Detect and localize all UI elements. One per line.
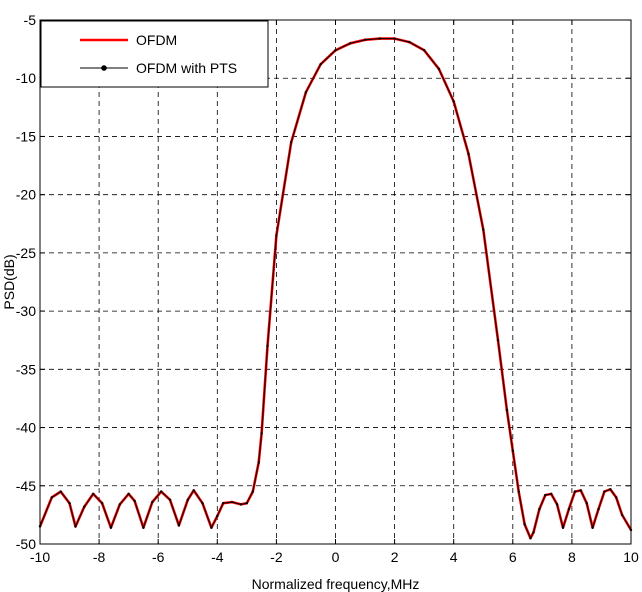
series-point-ofdm-pts — [597, 507, 600, 511]
series-point-ofdm-pts — [251, 490, 254, 493]
series-point-ofdm-pts — [517, 490, 520, 493]
series-point-ofdm-pts — [555, 503, 559, 506]
series-point-ofdm-pts — [620, 513, 624, 517]
y-tick-label: -45 — [16, 478, 36, 494]
series-point-ofdm-pts — [423, 49, 426, 52]
series-point-ofdm-pts — [74, 525, 77, 528]
series-point-ofdm-pts — [378, 37, 381, 40]
series-point-ofdm-pts — [452, 100, 455, 103]
series-point-ofdm-pts — [186, 498, 189, 501]
series-point-ofdm-pts — [133, 499, 136, 503]
x-tick-label: 4 — [450, 549, 458, 565]
series-point-ofdm-pts — [523, 523, 526, 526]
x-tick-label: -6 — [152, 549, 165, 565]
series-point-ofdm-pts — [151, 500, 154, 504]
x-tick-label: 2 — [391, 549, 399, 565]
y-tick-label: -20 — [16, 187, 36, 203]
series-point-ofdm-pts — [100, 502, 104, 505]
series-point-ofdm-pts — [59, 490, 62, 493]
series-line-ofdm-pts — [39, 38, 632, 539]
x-tick-label: -8 — [93, 549, 106, 565]
series-point-ofdm-pts — [467, 152, 470, 156]
series-point-ofdm-pts — [160, 490, 163, 493]
series-point-ofdm-pts — [92, 492, 95, 496]
y-tick-label: -5 — [24, 12, 37, 28]
series-point-ofdm-pts — [585, 502, 588, 505]
series-point-ofdm-pts — [290, 141, 293, 144]
series-point-ofdm-pts — [266, 344, 269, 348]
x-tick-label: 0 — [332, 549, 340, 565]
series-point-ofdm-pts — [245, 502, 248, 505]
series-point-ofdm-pts — [393, 37, 396, 40]
series-point-ofdm-pts — [319, 62, 322, 66]
x-tick-label: -2 — [270, 549, 283, 565]
series-point-ofdm-pts — [615, 496, 618, 499]
y-tick-label: -50 — [16, 536, 36, 552]
series-point-ofdm-pts — [544, 493, 547, 497]
tick-layer: -10 -8 -6 -4 -2 0 2 4 6 8 10-5-10-15-20-25-30-35-4… — [16, 12, 639, 565]
y-tick-label: -35 — [16, 361, 36, 377]
series-point-ofdm-pts — [591, 526, 594, 529]
series-point-ofdm-pts — [118, 503, 122, 506]
series-point-ofdm-pts — [222, 502, 225, 505]
series-point-ofdm-pts — [275, 234, 278, 237]
series-point-ofdm-pts — [83, 505, 86, 508]
x-tick-label: 8 — [568, 549, 576, 565]
x-tick-label: 6 — [509, 549, 517, 565]
series-point-ofdm-pts — [109, 526, 113, 529]
series-point-ofdm-pts — [239, 503, 243, 506]
y-axis-label: PSD(dB) — [1, 254, 17, 309]
series-point-ofdm-pts — [349, 42, 352, 45]
series-point-ofdm-pts — [579, 489, 582, 492]
series-point-ofdm-pts — [532, 531, 535, 534]
legend-label-ofdm: OFDM — [136, 32, 177, 48]
series-point-ofdm-pts — [561, 526, 565, 529]
series-point-ofdm-pts — [142, 526, 145, 529]
series-point-ofdm-pts — [334, 49, 337, 52]
series-point-ofdm-pts — [201, 502, 204, 505]
series-point-ofdm-pts — [192, 489, 195, 492]
y-tick-label: -15 — [16, 128, 36, 144]
x-tick-label: -10 — [30, 549, 50, 565]
legend: OFDM OFDM with PTS — [40, 20, 269, 88]
series-point-ofdm-pts — [505, 408, 509, 412]
series-point-ofdm-pts — [230, 500, 234, 504]
series-point-ofdm-pts — [304, 91, 308, 94]
series-point-ofdm-pts — [216, 514, 219, 518]
series-point-ofdm-pts — [50, 496, 53, 499]
series-point-ofdm-pts — [210, 526, 213, 529]
legend-box — [40, 20, 269, 88]
legend-label-ofdm-pts: OFDM with PTS — [136, 60, 237, 76]
series-point-ofdm-pts — [550, 492, 553, 496]
series-point-ofdm-pts — [257, 461, 260, 464]
series-point-ofdm-pts — [68, 502, 71, 505]
series-point-ofdm-pts — [127, 492, 130, 496]
series-point-ofdm-pts — [482, 228, 485, 231]
series-point-ofdm-pts — [529, 537, 532, 540]
x-axis-label: Normalized frequency,MHz — [252, 576, 420, 592]
y-tick-label: -40 — [16, 420, 36, 436]
series-layer — [38, 37, 633, 540]
y-tick-label: -25 — [16, 245, 36, 261]
series-point-ofdm-pts — [177, 524, 181, 527]
y-tick-label: -10 — [16, 70, 36, 86]
series-point-ofdm-pts — [567, 507, 571, 511]
series-point-ofdm-pts — [408, 40, 411, 44]
series-point-ofdm-pts — [363, 38, 367, 41]
series-point-ofdm-pts — [603, 490, 606, 493]
legend-marker-ofdm-pts — [101, 65, 107, 71]
y-tick-label: -30 — [16, 303, 36, 319]
x-tick-label: 10 — [623, 549, 639, 565]
series-point-ofdm-pts — [538, 507, 541, 511]
series-point-ofdm-pts — [609, 488, 612, 491]
series-point-ofdm-pts — [511, 449, 514, 452]
series-point-ofdm-pts — [437, 67, 441, 71]
series-point-ofdm-pts — [168, 498, 172, 501]
series-point-ofdm-pts — [573, 490, 577, 493]
x-tick-label: -4 — [211, 549, 224, 565]
series-point-ofdm-pts — [260, 432, 263, 435]
series-point-ofdm-pts — [496, 339, 500, 342]
